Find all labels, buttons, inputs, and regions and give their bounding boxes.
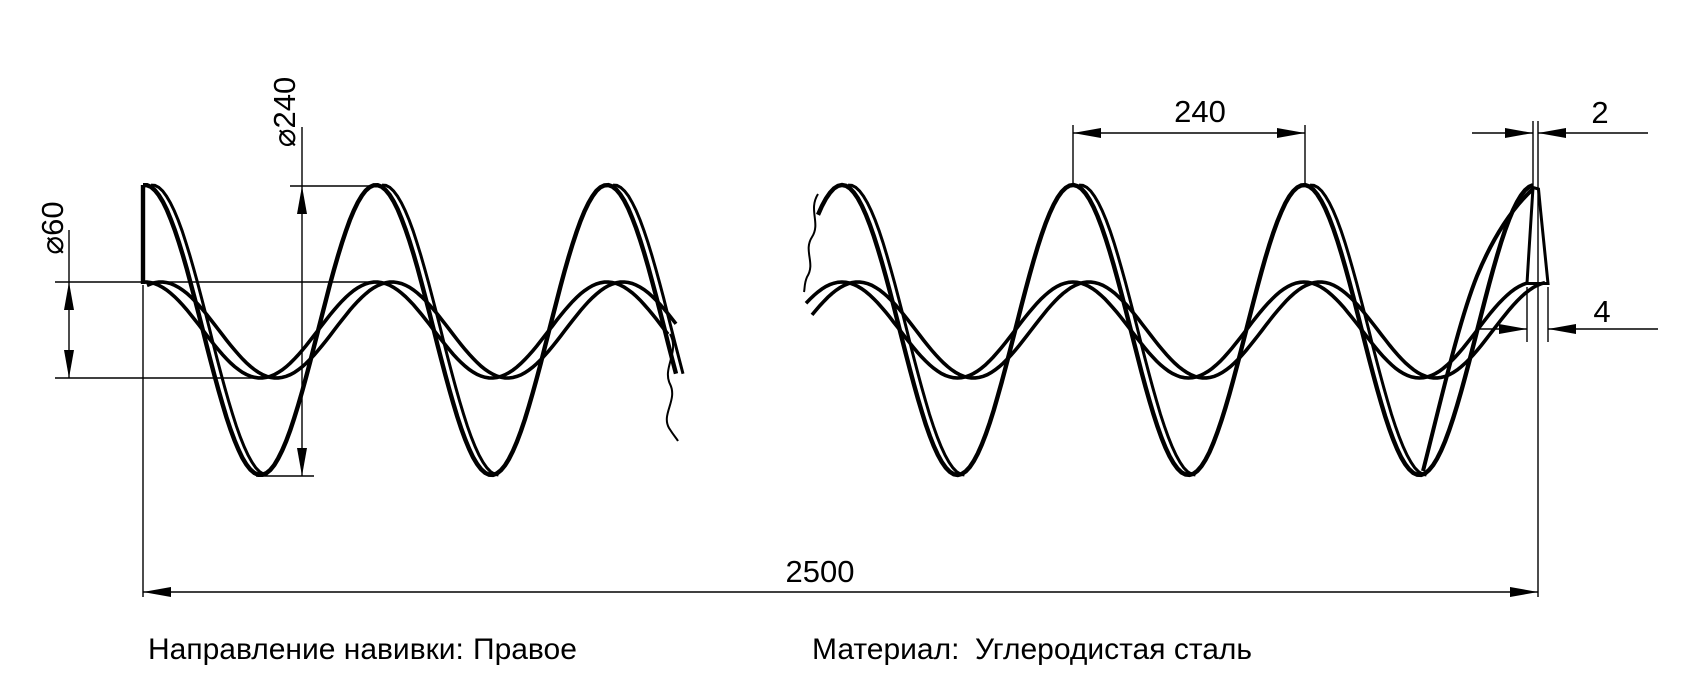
left-spiral-inner-edge-front-curve xyxy=(143,280,670,380)
dimension-arrowhead-down xyxy=(64,350,74,378)
winding-direction-value: Правое xyxy=(473,633,577,666)
dim-outer-thickness-label: 2 xyxy=(1591,95,1608,130)
dim-inner-thickness-label: 4 xyxy=(1593,294,1610,329)
dimension-arrowhead-left xyxy=(143,587,171,597)
left-spiral-outer-edge-curve xyxy=(143,182,679,478)
flight-end-tip-wedge xyxy=(1525,185,1550,285)
left-spiral-edge-thickness-curve xyxy=(381,183,499,477)
left-spiral-inner-edge-back-curve xyxy=(146,280,678,380)
dim-inner-diameter-label: ⌀60 xyxy=(35,201,70,254)
right-spiral-inner-edge-back-curve xyxy=(810,280,1546,380)
left-spiral-edge-thickness-curve xyxy=(612,183,685,375)
break-line-squiggle-left xyxy=(665,333,679,442)
right-spiral-inner-edge-front-curve xyxy=(804,280,1528,380)
right-spiral-outer-edge-curve xyxy=(815,182,1534,478)
flight-end-back-curve xyxy=(1421,187,1535,472)
winding-direction-label: Направление навивки: xyxy=(148,633,464,666)
dimension-arrowhead-up xyxy=(64,282,74,310)
dim-outer-diameter-label: ⌀240 xyxy=(267,77,302,147)
break-line-squiggle-right xyxy=(803,193,819,293)
dimension-arrowhead-left xyxy=(1548,324,1576,334)
dimension-arrowhead-left xyxy=(1073,128,1101,138)
right-spiral-edge-thickness-curve xyxy=(847,183,965,477)
dimension-arrowhead-right xyxy=(1277,128,1305,138)
material-value: Углеродистая сталь xyxy=(975,633,1252,666)
dimension-arrowhead-right xyxy=(1510,587,1538,597)
dimension-arrowhead-left xyxy=(1538,128,1566,138)
right-spiral-edge-thickness-curve xyxy=(1309,183,1427,477)
dim-total-length-label: 2500 xyxy=(786,554,855,589)
dimension-arrowhead-right xyxy=(1505,128,1533,138)
dimension-arrowhead-up xyxy=(297,186,307,214)
dimension-arrowhead-down xyxy=(297,448,307,476)
dimension-arrowhead-right xyxy=(1499,324,1527,334)
spiral-curves xyxy=(140,182,1550,478)
dimension-arrowheads xyxy=(64,128,1576,597)
right-spiral-edge-thickness-curve xyxy=(1078,183,1196,477)
dim-pitch-label: 240 xyxy=(1174,94,1226,129)
left-spiral-edge-thickness-curve xyxy=(150,183,268,477)
material-label: Материал: xyxy=(812,633,959,666)
